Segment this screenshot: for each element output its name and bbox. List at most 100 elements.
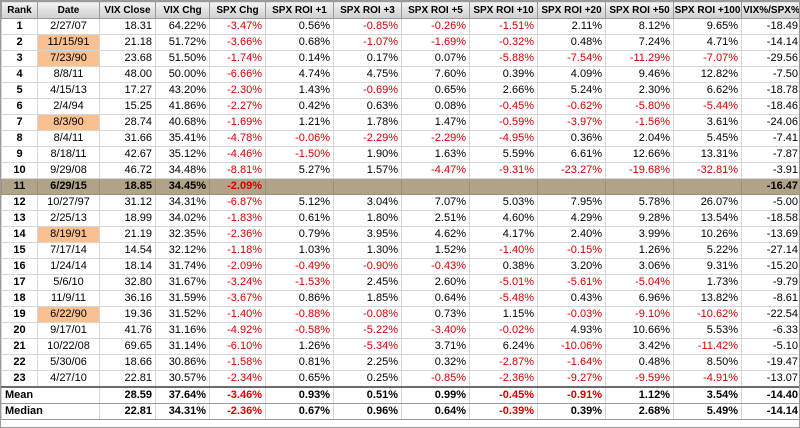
value-cell[interactable]: 7.24% — [605, 34, 674, 51]
value-cell[interactable]: -8.61 — [741, 290, 799, 307]
value-cell[interactable]: -5.01% — [469, 274, 538, 291]
value-cell[interactable]: 26.07% — [673, 194, 742, 211]
value-cell[interactable]: -1.18% — [209, 242, 266, 259]
column-header-spx-roi-3[interactable]: SPX ROI +3 — [333, 1, 402, 19]
value-cell[interactable]: 2.40% — [537, 226, 606, 243]
column-header-date[interactable]: Date — [37, 1, 100, 19]
value-cell[interactable]: 13.82% — [673, 290, 742, 307]
value-cell[interactable]: 34.48% — [155, 162, 210, 179]
value-cell[interactable]: -9.27% — [537, 370, 606, 388]
value-cell[interactable]: -19.47 — [741, 354, 799, 371]
value-cell[interactable]: 9.28% — [605, 210, 674, 227]
rank-cell[interactable]: 13 — [1, 210, 38, 227]
value-cell[interactable]: 0.39% — [469, 66, 538, 83]
value-cell[interactable]: -3.67% — [209, 290, 266, 307]
value-cell[interactable]: -0.15% — [537, 242, 606, 259]
value-cell[interactable]: 3.06% — [605, 258, 674, 275]
rank-cell[interactable]: 8 — [1, 130, 38, 147]
value-cell[interactable]: -0.06% — [265, 130, 334, 147]
value-cell[interactable]: -3.24% — [209, 274, 266, 291]
value-cell[interactable]: 12.82% — [673, 66, 742, 83]
value-cell[interactable]: 1.30% — [333, 242, 402, 259]
value-cell[interactable]: 9.65% — [673, 18, 742, 35]
value-cell[interactable]: 2.04% — [605, 130, 674, 147]
value-cell[interactable]: 4.17% — [469, 226, 538, 243]
value-cell[interactable]: 5.45% — [673, 130, 742, 147]
value-cell[interactable]: 8.50% — [673, 354, 742, 371]
summary-value-cell[interactable]: -0.39% — [469, 403, 538, 420]
summary-value-cell[interactable]: -2.36% — [209, 403, 266, 420]
value-cell[interactable]: 64.22% — [155, 18, 210, 35]
value-cell[interactable]: 0.32% — [401, 354, 470, 371]
value-cell[interactable]: 1.26% — [265, 338, 334, 355]
summary-value-cell[interactable]: 37.64% — [155, 386, 210, 404]
value-cell[interactable]: 0.79% — [265, 226, 334, 243]
value-cell[interactable]: -0.32% — [469, 34, 538, 51]
value-cell[interactable]: 4.29% — [537, 210, 606, 227]
rank-cell[interactable]: 16 — [1, 258, 38, 275]
value-cell[interactable]: -32.81% — [673, 162, 742, 179]
value-cell[interactable]: -6.66% — [209, 66, 266, 83]
value-cell[interactable]: -2.29% — [401, 130, 470, 147]
value-cell[interactable]: 0.17% — [333, 50, 402, 67]
value-cell[interactable]: -8.81% — [209, 162, 266, 179]
value-cell[interactable]: 8.12% — [605, 18, 674, 35]
value-cell[interactable]: 22.81 — [99, 370, 156, 388]
value-cell[interactable]: 1.03% — [265, 242, 334, 259]
column-header-spx-roi-10[interactable]: SPX ROI +10 — [469, 1, 538, 19]
value-cell[interactable]: -5.04% — [605, 274, 674, 291]
rank-cell[interactable]: 17 — [1, 274, 38, 291]
summary-value-cell[interactable]: -14.14 — [741, 403, 799, 420]
value-cell[interactable]: -7.07% — [673, 50, 742, 67]
summary-value-cell[interactable]: -0.91% — [537, 386, 606, 404]
value-cell[interactable]: 5.12% — [265, 194, 334, 211]
value-cell[interactable]: 6.24% — [469, 338, 538, 355]
value-cell[interactable]: 3.99% — [605, 226, 674, 243]
date-cell[interactable]: 11/9/11 — [37, 290, 100, 307]
value-cell[interactable]: 0.07% — [401, 50, 470, 67]
rank-cell[interactable]: 12 — [1, 194, 38, 211]
date-cell[interactable]: 5/30/06 — [37, 354, 100, 371]
value-cell[interactable]: 32.80 — [99, 274, 156, 291]
value-cell[interactable]: 1.21% — [265, 114, 334, 131]
summary-value-cell[interactable]: 0.93% — [265, 386, 334, 404]
value-cell[interactable]: 1.47% — [401, 114, 470, 131]
column-header-spx-chg[interactable]: SPX Chg — [209, 1, 266, 19]
value-cell[interactable]: 4.60% — [469, 210, 538, 227]
value-cell[interactable]: -7.54% — [537, 50, 606, 67]
value-cell[interactable] — [401, 178, 470, 195]
value-cell[interactable]: 28.74 — [99, 114, 156, 131]
value-cell[interactable]: -2.87% — [469, 354, 538, 371]
value-cell[interactable]: 4.62% — [401, 226, 470, 243]
value-cell[interactable]: -14.14 — [741, 34, 799, 51]
value-cell[interactable]: -1.74% — [209, 50, 266, 67]
value-cell[interactable]: -1.64% — [537, 354, 606, 371]
value-cell[interactable]: -2.09% — [209, 258, 266, 275]
summary-value-cell[interactable]: 0.64% — [401, 403, 470, 420]
date-cell[interactable]: 8/3/90 — [37, 114, 100, 131]
value-cell[interactable] — [673, 178, 742, 195]
value-cell[interactable]: 10.66% — [605, 322, 674, 339]
value-cell[interactable]: -5.00 — [741, 194, 799, 211]
rank-cell[interactable]: 15 — [1, 242, 38, 259]
value-cell[interactable]: 2.11% — [537, 18, 606, 35]
column-header-vix-close[interactable]: VIX Close — [99, 1, 156, 19]
value-cell[interactable]: 0.14% — [265, 50, 334, 67]
value-cell[interactable]: -9.79 — [741, 274, 799, 291]
value-cell[interactable]: 0.65% — [265, 370, 334, 388]
value-cell[interactable]: 3.61% — [673, 114, 742, 131]
summary-value-cell[interactable]: 0.39% — [537, 403, 606, 420]
value-cell[interactable]: 0.48% — [605, 354, 674, 371]
rank-cell[interactable]: 21 — [1, 338, 38, 355]
value-cell[interactable]: 0.48% — [537, 34, 606, 51]
value-cell[interactable]: -18.78 — [741, 82, 799, 99]
value-cell[interactable]: 17.27 — [99, 82, 156, 99]
value-cell[interactable]: 43.20% — [155, 82, 210, 99]
value-cell[interactable]: -0.85% — [333, 18, 402, 35]
rank-cell[interactable]: 14 — [1, 226, 38, 243]
summary-value-cell[interactable]: 28.59 — [99, 386, 156, 404]
value-cell[interactable]: -5.48% — [469, 290, 538, 307]
value-cell[interactable]: -24.06 — [741, 114, 799, 131]
value-cell[interactable]: -0.69% — [333, 82, 402, 99]
value-cell[interactable]: 31.12 — [99, 194, 156, 211]
